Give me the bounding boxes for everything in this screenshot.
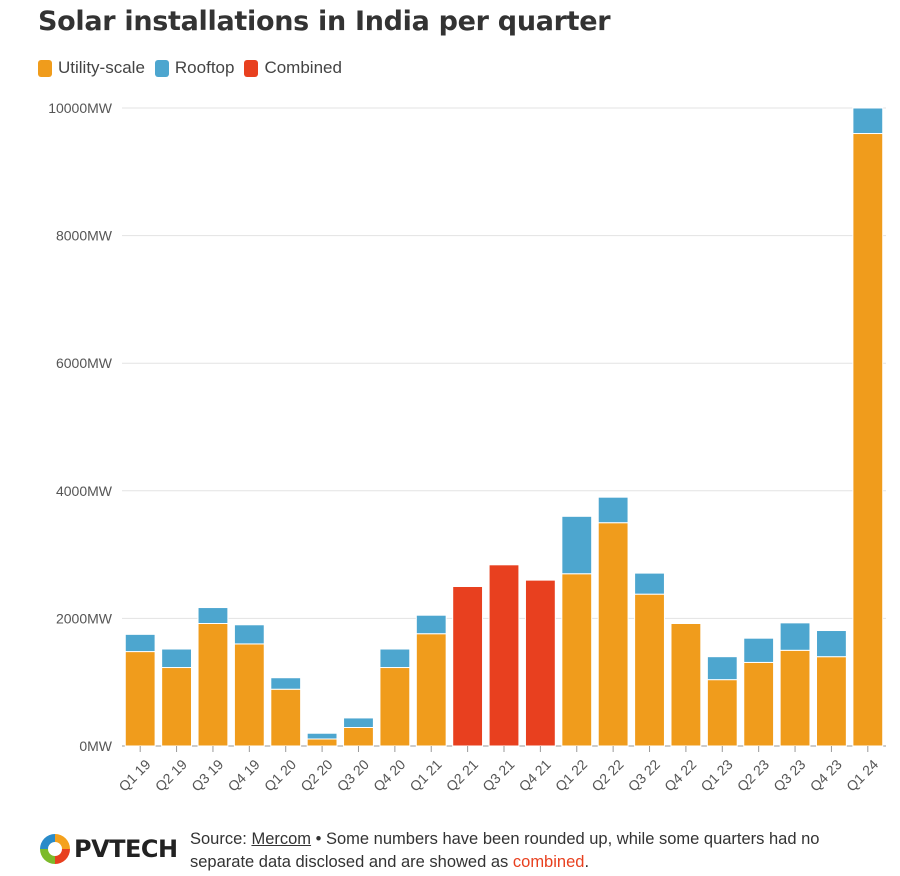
bar-rooftop-q3-20 — [343, 717, 374, 728]
y-tick-label: 0MW — [79, 738, 112, 754]
source-period: . — [584, 853, 590, 871]
x-tick-label: Q3 23 — [770, 756, 808, 794]
bar-rooftop-q1-22 — [561, 515, 593, 575]
source-note: Source: Mercom • Some numbers have been … — [190, 828, 880, 874]
bar-rooftop-q1-23 — [706, 656, 738, 681]
bar-rooftop-q3-22 — [634, 572, 665, 595]
source-note-text: • Some numbers have been rounded up, whi… — [190, 830, 820, 871]
chart-title: Solar installations in India per quarter — [38, 6, 611, 37]
x-tick-label: Q1 24 — [843, 756, 881, 794]
x-tick-label: Q4 20 — [370, 756, 408, 794]
bar-rooftop-q2-19 — [161, 648, 192, 669]
x-tick-label: Q3 20 — [334, 756, 372, 794]
bar-rooftop-q4-19 — [233, 624, 265, 645]
bar-utility-scale-q2-20 — [306, 738, 338, 747]
bar-utility-scale-q1-20 — [270, 688, 302, 747]
bar-utility-scale-q3-20 — [343, 726, 374, 747]
x-tick-label: Q3 22 — [625, 756, 663, 794]
combined-word: combined — [512, 853, 585, 871]
bar-rooftop-q4-23 — [816, 630, 847, 658]
source-link[interactable]: Mercom — [251, 830, 312, 848]
x-tick-label: Q2 19 — [152, 756, 190, 794]
logo-text: PVTECH — [74, 835, 178, 863]
bar-rooftop-q1-21 — [415, 614, 447, 635]
x-tick-label: Q3 21 — [479, 756, 517, 794]
legend-label-utility: Utility-scale — [58, 58, 145, 77]
legend-item-combined: Combined — [244, 58, 342, 78]
bar-combined-q3-21 — [488, 564, 520, 747]
legend-item-utility: Utility-scale — [38, 58, 145, 78]
bar-utility-scale-q3-23 — [779, 649, 811, 747]
bar-utility-scale-q4-20 — [379, 667, 411, 747]
bar-utility-scale-q1-24 — [852, 133, 884, 747]
x-tick-label: Q1 22 — [552, 756, 590, 794]
x-tick-label: Q1 23 — [697, 756, 735, 794]
y-tick-label: 6000MW — [56, 355, 113, 371]
bar-rooftop-q2-23 — [743, 637, 775, 663]
bar-combined-q2-21 — [452, 586, 484, 747]
bar-rooftop-q3-23 — [779, 622, 811, 651]
source-prefix: Source: — [190, 830, 252, 848]
bar-utility-scale-q2-23 — [743, 661, 775, 747]
footer: PVTECH Source: Mercom • Some numbers hav… — [38, 826, 878, 872]
y-tick-label: 4000MW — [56, 483, 113, 499]
legend: Utility-scale Rooftop Combined — [38, 58, 352, 78]
bar-combined-q4-21 — [524, 579, 556, 747]
bar-utility-scale-q3-22 — [634, 593, 665, 747]
bars — [124, 107, 884, 747]
bar-utility-scale-q4-22 — [670, 623, 702, 747]
bar-rooftop-q1-19 — [124, 633, 156, 653]
bar-rooftop-q3-19 — [197, 607, 229, 625]
x-tick-label: Q2 21 — [443, 756, 481, 794]
bar-utility-scale-q1-22 — [561, 573, 593, 747]
legend-label-rooftop: Rooftop — [174, 58, 235, 77]
x-tick-label: Q4 19 — [225, 756, 263, 794]
bar-utility-scale-q2-19 — [161, 667, 192, 747]
bar-rooftop-q2-20 — [306, 732, 338, 740]
pvtech-logo-icon — [40, 834, 70, 864]
x-tick-label: Q1 21 — [406, 756, 444, 794]
legend-swatch-combined — [244, 59, 259, 77]
x-tick-label: Q1 20 — [261, 756, 299, 794]
bar-utility-scale-q1-21 — [415, 633, 447, 747]
bar-utility-scale-q1-19 — [124, 651, 156, 747]
bar-utility-scale-q4-23 — [816, 656, 847, 747]
bar-rooftop-q2-22 — [597, 496, 629, 524]
bar-utility-scale-q1-23 — [706, 679, 738, 747]
y-axis: 0MW 2000MW 4000MW 6000MW 8000MW 10000MW — [48, 100, 113, 754]
y-tick-label: 2000MW — [56, 610, 113, 626]
bar-utility-scale-q3-19 — [197, 623, 229, 747]
bar-utility-scale-q2-22 — [597, 522, 629, 747]
legend-item-rooftop: Rooftop — [154, 58, 235, 78]
x-tick-label: Q4 22 — [661, 756, 699, 794]
y-tick-label: 10000MW — [48, 100, 113, 116]
x-tick-label: Q3 19 — [188, 756, 226, 794]
x-tick-label: Q2 23 — [734, 756, 772, 794]
x-tick-label: Q4 23 — [807, 756, 845, 794]
bar-chart: 0MW 2000MW 4000MW 6000MW 8000MW 10000MW Q1 19… — [48, 100, 886, 794]
bar-rooftop-q4-20 — [379, 648, 411, 669]
x-tick-label: Q2 22 — [588, 756, 626, 794]
x-tick-label: Q4 21 — [516, 756, 554, 794]
pvtech-logo: PVTECH — [38, 832, 178, 866]
x-tick-label: Q1 19 — [115, 756, 153, 794]
bar-rooftop-q1-24 — [852, 107, 884, 135]
legend-swatch-rooftop — [154, 59, 169, 77]
x-tick-label: Q2 20 — [297, 756, 335, 794]
bar-rooftop-q1-20 — [270, 677, 302, 690]
bar-utility-scale-q4-19 — [233, 643, 265, 747]
legend-swatch-utility — [38, 59, 52, 77]
legend-label-combined: Combined — [264, 58, 342, 77]
y-tick-label: 8000MW — [56, 228, 113, 244]
